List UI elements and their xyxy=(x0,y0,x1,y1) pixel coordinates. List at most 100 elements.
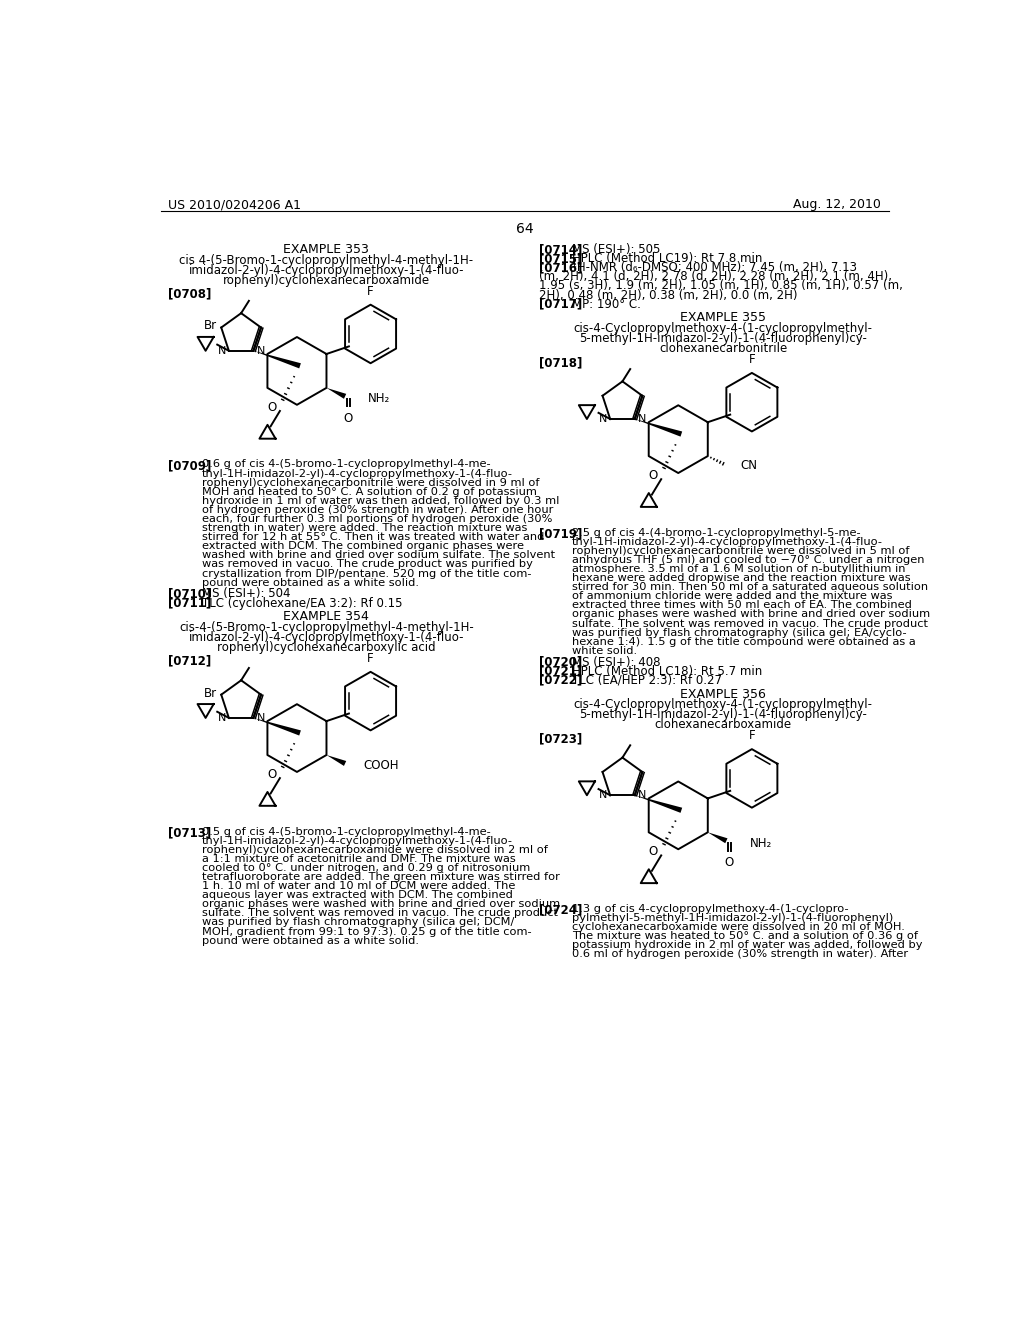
Polygon shape xyxy=(327,388,346,399)
Text: HPLC (Method LC19): Rt 7.8 min: HPLC (Method LC19): Rt 7.8 min xyxy=(572,252,763,265)
Text: [0713]: [0713] xyxy=(168,826,212,840)
Text: imidazol-2-yl)-4-cyclopropylmethoxy-1-(4-fluo-: imidazol-2-yl)-4-cyclopropylmethoxy-1-(4… xyxy=(188,264,464,277)
Text: O: O xyxy=(267,768,276,780)
Text: N: N xyxy=(638,791,646,800)
Text: [0719]: [0719] xyxy=(539,528,582,541)
Text: rophenyl)cyclohexanecarboxamide were dissolved in 2 ml of: rophenyl)cyclohexanecarboxamide were dis… xyxy=(202,845,548,855)
Text: Aug. 12, 2010: Aug. 12, 2010 xyxy=(794,198,882,211)
Text: TLC (EA/HEP 2:3): Rf 0.27: TLC (EA/HEP 2:3): Rf 0.27 xyxy=(572,673,722,686)
Text: F: F xyxy=(368,285,374,298)
Text: Br: Br xyxy=(204,319,217,333)
Text: EXAMPLE 354: EXAMPLE 354 xyxy=(284,610,370,623)
Text: pylmethyl-5-methyl-1H-imidazol-2-yl)-1-(4-fluorophenyl): pylmethyl-5-methyl-1H-imidazol-2-yl)-1-(… xyxy=(572,913,893,923)
Text: extracted three times with 50 ml each of EA. The combined: extracted three times with 50 ml each of… xyxy=(572,601,912,610)
Text: 5-methyl-1H-imidazol-2-yl)-1-(4-fluorophenyl)cy-: 5-methyl-1H-imidazol-2-yl)-1-(4-fluoroph… xyxy=(580,709,867,721)
Text: [0722]: [0722] xyxy=(539,673,582,686)
Text: atmosphere. 3.5 ml of a 1.6 M solution of n-butyllithium in: atmosphere. 3.5 ml of a 1.6 M solution o… xyxy=(572,564,905,574)
Text: sulfate. The solvent was removed in vacuo. The crude product: sulfate. The solvent was removed in vacu… xyxy=(202,908,558,919)
Text: MS (ESI+): 505: MS (ESI+): 505 xyxy=(572,243,660,256)
Text: [0709]: [0709] xyxy=(168,459,212,473)
Text: O: O xyxy=(344,412,353,425)
Text: O: O xyxy=(725,857,734,869)
Text: N: N xyxy=(217,713,225,723)
Text: 1.95 (s, 3H), 1.9 (m, 2H), 1.05 (m, 1H), 0.85 (m, 1H), 0.57 (m,: 1.95 (s, 3H), 1.9 (m, 2H), 1.05 (m, 1H),… xyxy=(539,280,902,293)
Text: EXAMPLE 355: EXAMPLE 355 xyxy=(680,312,766,325)
Text: hexane 1:4). 1.5 g of the title compound were obtained as a: hexane 1:4). 1.5 g of the title compound… xyxy=(572,636,915,647)
Text: pound were obtained as a white solid.: pound were obtained as a white solid. xyxy=(202,936,419,945)
Text: O: O xyxy=(649,469,658,482)
Text: [0718]: [0718] xyxy=(539,356,582,370)
Text: organic phases were washed with brine and dried over sodium: organic phases were washed with brine an… xyxy=(572,610,930,619)
Text: MS (ESI+): 408: MS (ESI+): 408 xyxy=(572,656,660,669)
Text: cis-4-(5-Bromo-1-cyclopropylmethyl-4-methyl-1H-: cis-4-(5-Bromo-1-cyclopropylmethyl-4-met… xyxy=(179,620,474,634)
Text: F: F xyxy=(749,352,755,366)
Text: potassium hydroxide in 2 ml of water was added, followed by: potassium hydroxide in 2 ml of water was… xyxy=(572,940,923,950)
Text: O: O xyxy=(267,400,276,413)
Text: aqueous layer was extracted with DCM. The combined: aqueous layer was extracted with DCM. Th… xyxy=(202,890,512,900)
Text: cis-4-Cyclopropylmethoxy-4-(1-cyclopropylmethyl-: cis-4-Cyclopropylmethoxy-4-(1-cyclopropy… xyxy=(573,698,872,711)
Text: 5-methyl-1H-imidazol-2-yl)-1-(4-fluorophenyl)cy-: 5-methyl-1H-imidazol-2-yl)-1-(4-fluoroph… xyxy=(580,333,867,345)
Text: MP: 190° C.: MP: 190° C. xyxy=(572,297,641,310)
Text: [0711]: [0711] xyxy=(168,597,212,610)
Text: 1 h. 10 ml of water and 10 ml of DCM were added. The: 1 h. 10 ml of water and 10 ml of DCM wer… xyxy=(202,882,515,891)
Text: hexane were added dropwise and the reaction mixture was: hexane were added dropwise and the react… xyxy=(572,573,910,583)
Text: of hydrogen peroxide (30% strength in water). After one hour: of hydrogen peroxide (30% strength in wa… xyxy=(202,506,553,515)
Text: F: F xyxy=(368,652,374,665)
Text: sulfate. The solvent was removed in vacuo. The crude product: sulfate. The solvent was removed in vacu… xyxy=(572,619,928,628)
Text: HPLC (Method LC18): Rt 5.7 min: HPLC (Method LC18): Rt 5.7 min xyxy=(572,665,762,677)
Text: [0710]: [0710] xyxy=(168,587,212,601)
Text: [0717]: [0717] xyxy=(539,297,582,310)
Text: [0714]: [0714] xyxy=(539,243,582,256)
Text: cooled to 0° C. under nitrogen, and 0.29 g of nitrosonium: cooled to 0° C. under nitrogen, and 0.29… xyxy=(202,863,529,873)
Text: hydroxide in 1 ml of water was then added, followed by 0.3 ml: hydroxide in 1 ml of water was then adde… xyxy=(202,496,559,506)
Text: rophenyl)cyclohexanecarbonitrile were dissolved in 5 ml of: rophenyl)cyclohexanecarbonitrile were di… xyxy=(572,546,909,556)
Polygon shape xyxy=(327,755,346,766)
Text: N: N xyxy=(638,414,646,424)
Text: EXAMPLE 353: EXAMPLE 353 xyxy=(284,243,370,256)
Text: MOH and heated to 50° C. A solution of 0.2 g of potassium: MOH and heated to 50° C. A solution of 0… xyxy=(202,487,537,496)
Text: The mixture was heated to 50° C. and a solution of 0.36 g of: The mixture was heated to 50° C. and a s… xyxy=(572,931,919,941)
Text: 0.5 g of cis 4-(5-bromo-1-cyclopropylmethyl-4-me-: 0.5 g of cis 4-(5-bromo-1-cyclopropylmet… xyxy=(202,826,490,837)
Text: of ammonium chloride were added and the mixture was: of ammonium chloride were added and the … xyxy=(572,591,893,602)
Text: [0724]: [0724] xyxy=(539,904,582,917)
Text: thyl-1H-imidazol-2-yl)-4-cyclopropylmethoxy-1-(4-fluo-: thyl-1H-imidazol-2-yl)-4-cyclopropylmeth… xyxy=(202,836,513,846)
Text: N: N xyxy=(217,346,225,356)
Polygon shape xyxy=(635,418,682,437)
Text: 1.3 g of cis 4-cyclopropylmethoxy-4-(1-cyclopro-: 1.3 g of cis 4-cyclopropylmethoxy-4-(1-c… xyxy=(572,904,849,913)
Polygon shape xyxy=(254,351,301,368)
Polygon shape xyxy=(708,833,727,843)
Text: [0716]: [0716] xyxy=(539,261,582,275)
Text: CN: CN xyxy=(740,459,758,471)
Text: EXAMPLE 356: EXAMPLE 356 xyxy=(680,688,766,701)
Text: 2H), 0.48 (m, 2H), 0.38 (m, 2H), 0.0 (m, 2H): 2H), 0.48 (m, 2H), 0.38 (m, 2H), 0.0 (m,… xyxy=(539,289,798,301)
Text: [0721]: [0721] xyxy=(539,665,582,677)
Text: N: N xyxy=(257,346,265,356)
Text: 64: 64 xyxy=(516,222,534,235)
Text: white solid.: white solid. xyxy=(572,645,637,656)
Text: cis-4-Cyclopropylmethoxy-4-(1-cyclopropylmethyl-: cis-4-Cyclopropylmethoxy-4-(1-cyclopropy… xyxy=(573,322,872,335)
Text: O: O xyxy=(649,845,658,858)
Text: [0712]: [0712] xyxy=(168,655,212,668)
Text: F: F xyxy=(749,729,755,742)
Text: cyclohexanecarboxamide were dissolved in 20 ml of MOH.: cyclohexanecarboxamide were dissolved in… xyxy=(572,923,905,932)
Text: 2.5 g of cis 4-(4-bromo-1-cyclopropylmethyl-5-me-: 2.5 g of cis 4-(4-bromo-1-cyclopropylmet… xyxy=(572,528,861,537)
Text: 0.6 g of cis 4-(5-bromo-1-cyclopropylmethyl-4-me-: 0.6 g of cis 4-(5-bromo-1-cyclopropylmet… xyxy=(202,459,490,470)
Text: was removed in vacuo. The crude product was purified by: was removed in vacuo. The crude product … xyxy=(202,560,532,569)
Text: US 2010/0204206 A1: US 2010/0204206 A1 xyxy=(168,198,301,211)
Text: TLC (cyclohexane/EA 3:2): Rf 0.15: TLC (cyclohexane/EA 3:2): Rf 0.15 xyxy=(202,597,402,610)
Text: crystallization from DIP/pentane. 520 mg of the title com-: crystallization from DIP/pentane. 520 mg… xyxy=(202,569,531,578)
Text: (m, 2H), 4.1 (d, 2H), 2.78 (d, 2H), 2.28 (m, 2H), 2.1 (m, 4H),: (m, 2H), 4.1 (d, 2H), 2.78 (d, 2H), 2.28… xyxy=(539,271,892,284)
Text: N: N xyxy=(599,791,607,800)
Text: clohexanecarbonitrile: clohexanecarbonitrile xyxy=(659,342,787,355)
Text: a 1:1 mixture of acetonitrile and DMF. The mixture was: a 1:1 mixture of acetonitrile and DMF. T… xyxy=(202,854,515,863)
Text: thyl-1H-imidazol-2-yl)-4-cyclopropylmethoxy-1-(4-fluo-: thyl-1H-imidazol-2-yl)-4-cyclopropylmeth… xyxy=(572,537,883,546)
Text: stirred for 30 min. Then 50 ml of a saturated aqueous solution: stirred for 30 min. Then 50 ml of a satu… xyxy=(572,582,928,593)
Text: [0715]: [0715] xyxy=(539,252,582,265)
Text: rophenyl)cyclohexanecarboxylic acid: rophenyl)cyclohexanecarboxylic acid xyxy=(217,642,436,653)
Text: organic phases were washed with brine and dried over sodium: organic phases were washed with brine an… xyxy=(202,899,560,909)
Text: cis 4-(5-Bromo-1-cyclopropylmethyl-4-methyl-1H-: cis 4-(5-Bromo-1-cyclopropylmethyl-4-met… xyxy=(179,253,473,267)
Text: Br: Br xyxy=(204,686,217,700)
Text: tetrafluoroborate are added. The green mixture was stirred for: tetrafluoroborate are added. The green m… xyxy=(202,873,559,882)
Text: [0708]: [0708] xyxy=(168,288,212,301)
Text: COOH: COOH xyxy=(364,759,399,772)
